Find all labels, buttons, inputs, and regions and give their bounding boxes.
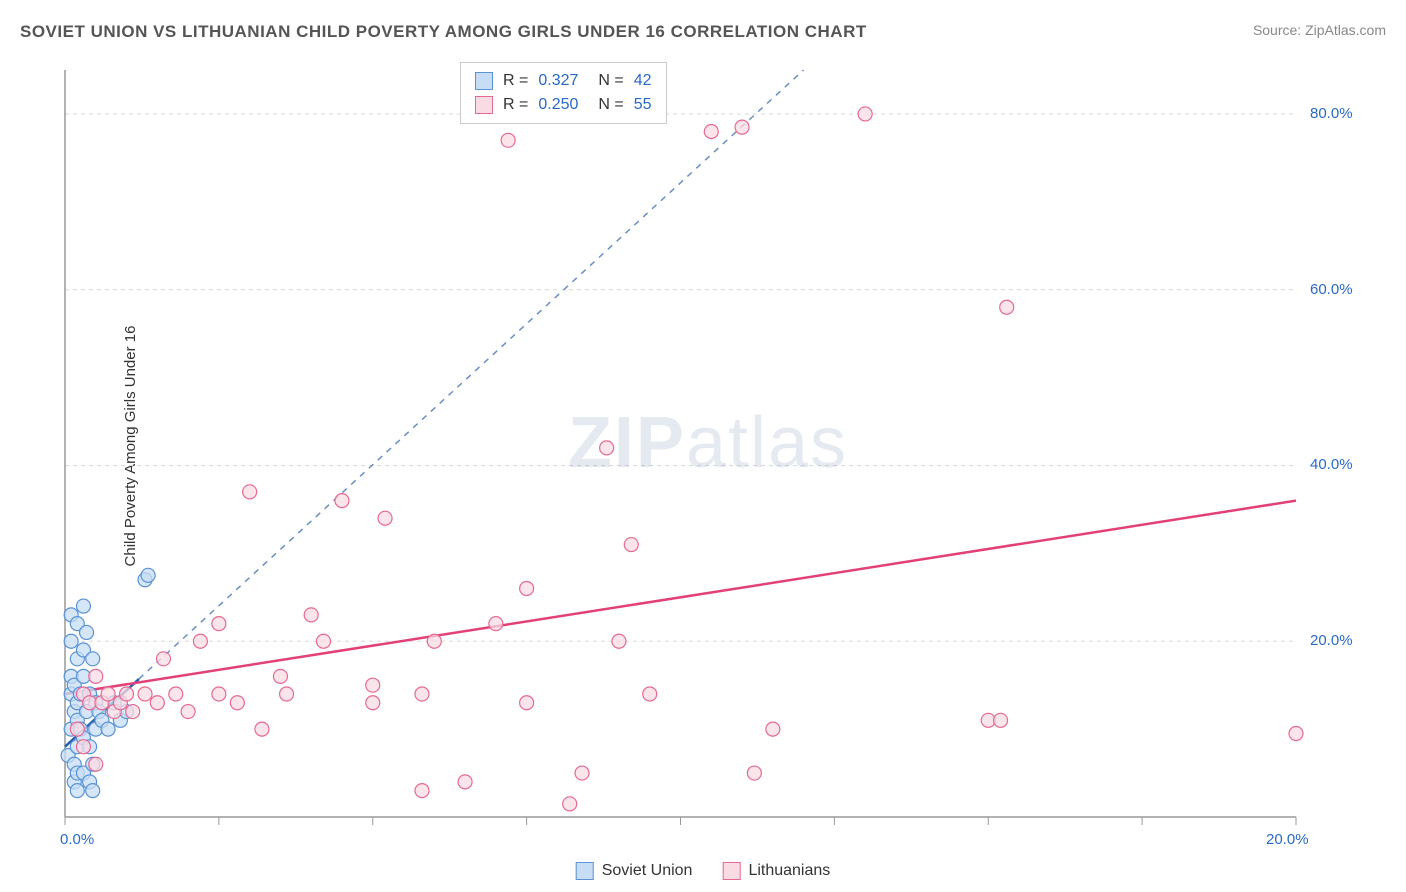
y-tick-label: 40.0% <box>1310 456 1353 473</box>
source-attribution: Source: ZipAtlas.com <box>1253 22 1386 38</box>
n-label: N = <box>598 93 623 117</box>
legend-row: R = 0.327 N = 42 <box>475 69 652 93</box>
r-label: R = <box>503 93 528 117</box>
n-value: 42 <box>634 69 652 93</box>
r-value: 0.250 <box>538 93 578 117</box>
scatter-plot <box>50 60 1366 842</box>
series-legend: Soviet Union Lithuanians <box>576 862 831 880</box>
legend-item[interactable]: Lithuanians <box>722 862 830 880</box>
chart-area: ZIPatlas <box>50 60 1366 842</box>
r-label: R = <box>503 69 528 93</box>
n-value: 55 <box>634 93 652 117</box>
legend-label: Lithuanians <box>748 862 830 880</box>
legend-swatch <box>576 862 594 880</box>
y-tick-label: 20.0% <box>1310 632 1353 649</box>
x-tick-label: 0.0% <box>60 831 94 848</box>
legend-item[interactable]: Soviet Union <box>576 862 693 880</box>
legend-row: R = 0.250 N = 55 <box>475 93 652 117</box>
correlation-legend: R = 0.327 N = 42 R = 0.250 N = 55 <box>460 62 667 124</box>
legend-label: Soviet Union <box>602 862 693 880</box>
legend-swatch <box>722 862 740 880</box>
legend-swatch <box>475 72 493 90</box>
chart-title: SOVIET UNION VS LITHUANIAN CHILD POVERTY… <box>20 22 867 42</box>
legend-swatch <box>475 96 493 114</box>
x-tick-label: 20.0% <box>1266 831 1309 848</box>
r-value: 0.327 <box>538 69 578 93</box>
n-label: N = <box>598 69 623 93</box>
y-tick-label: 60.0% <box>1310 281 1353 298</box>
y-tick-label: 80.0% <box>1310 105 1353 122</box>
